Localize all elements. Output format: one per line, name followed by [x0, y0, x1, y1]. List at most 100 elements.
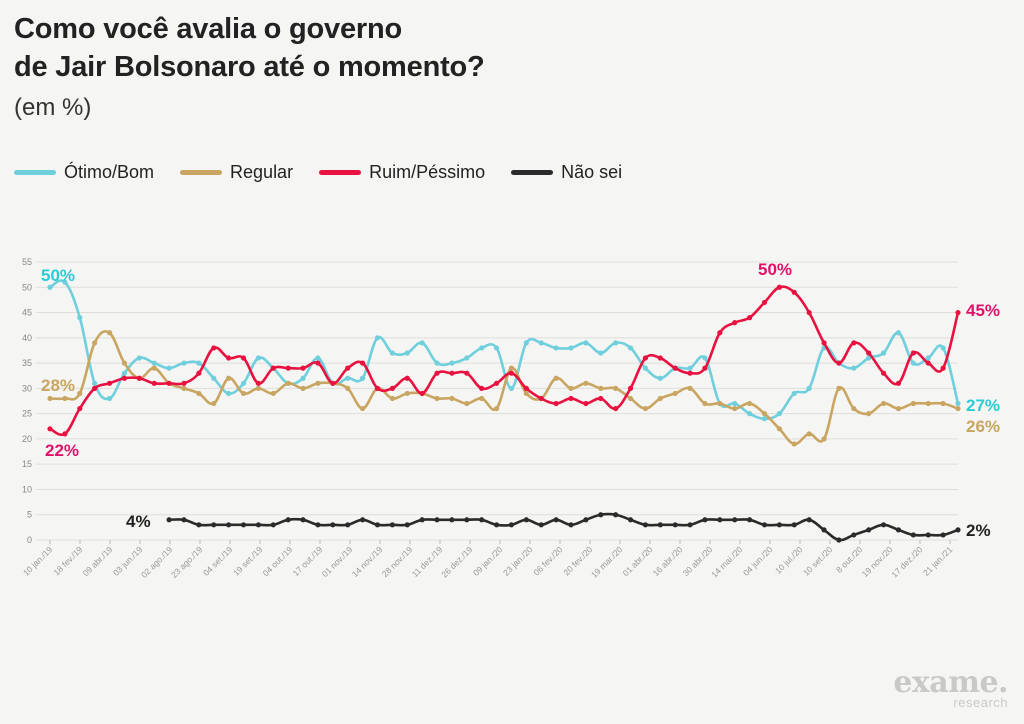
data-point-ruim-pessimo [732, 320, 738, 326]
data-point-ruim-pessimo [226, 355, 232, 361]
data-point-otimo-bom [940, 345, 946, 351]
data-point-regular [151, 365, 157, 371]
label-ruim-pessimo-peak: 50% [758, 260, 792, 279]
legend-swatch-otimo-bom [14, 169, 56, 175]
x-tick-label: 14 mai./20 [709, 544, 744, 579]
data-point-otimo-bom [389, 350, 395, 356]
data-point-otimo-bom [196, 360, 202, 366]
data-point-regular [92, 340, 98, 346]
data-point-otimo-bom [851, 365, 857, 371]
label-nao-sei-start: 4% [126, 512, 151, 531]
brand-sub: research [953, 695, 1008, 710]
label-ruim-pessimo-end: 45% [966, 301, 1000, 320]
data-point-otimo-bom [449, 360, 455, 366]
data-point-nao-sei [285, 517, 291, 523]
data-point-ruim-pessimo [851, 340, 857, 346]
data-point-nao-sei [315, 522, 321, 528]
data-point-ruim-pessimo [92, 385, 98, 391]
x-tick-label: 17 dez./20 [889, 544, 924, 579]
data-point-ruim-pessimo [747, 315, 753, 321]
data-point-nao-sei [479, 517, 485, 523]
data-point-otimo-bom [211, 375, 217, 381]
label-regular-start: 28% [41, 376, 75, 395]
data-point-ruim-pessimo [211, 345, 217, 351]
data-point-regular [508, 365, 515, 371]
data-point-regular [732, 405, 738, 412]
data-point-ruim-pessimo [166, 380, 172, 386]
x-tick-label: 19 set./19 [231, 544, 265, 578]
legend-swatch-regular [180, 169, 223, 175]
data-point-ruim-pessimo [508, 370, 515, 376]
data-point-ruim-pessimo [568, 395, 574, 402]
data-point-regular [687, 385, 693, 391]
data-point-regular [226, 375, 232, 381]
data-point-otimo-bom [404, 350, 410, 356]
x-tick-label: 01 nov./19 [320, 544, 355, 579]
data-point-regular [404, 390, 410, 397]
data-point-regular [181, 385, 187, 391]
data-point-nao-sei [657, 522, 663, 528]
data-point-nao-sei [374, 522, 381, 528]
data-point-regular [672, 390, 678, 397]
data-point-regular [598, 385, 604, 391]
x-tick-label: 04 jun./20 [741, 544, 775, 578]
data-point-regular [553, 375, 559, 381]
data-point-regular [702, 400, 708, 407]
data-point-ruim-pessimo [106, 380, 113, 386]
data-point-ruim-pessimo [672, 365, 678, 371]
data-point-regular [106, 330, 113, 336]
data-point-nao-sei [419, 517, 425, 523]
data-point-ruim-pessimo [598, 395, 604, 402]
data-point-ruim-pessimo [77, 405, 83, 412]
data-point-otimo-bom [866, 355, 872, 361]
data-point-regular [583, 380, 589, 386]
x-tick-label: 14 nov./19 [350, 544, 385, 579]
data-point-otimo-bom [181, 360, 187, 366]
data-point-nao-sei [330, 522, 336, 528]
data-point-regular [613, 385, 619, 391]
data-point-ruim-pessimo [62, 431, 68, 437]
data-point-nao-sei [508, 522, 515, 528]
data-point-otimo-bom [702, 355, 708, 361]
data-point-otimo-bom [151, 360, 157, 366]
data-point-nao-sei [880, 522, 887, 528]
data-point-otimo-bom [359, 375, 366, 381]
chart-title-line-2: de Jair Bolsonaro até o momento? [14, 51, 485, 83]
data-point-nao-sei [761, 522, 768, 528]
data-point-otimo-bom [121, 370, 128, 376]
x-tick-label: 04 out./19 [261, 544, 295, 578]
x-tick-label: 23 ago./19 [169, 544, 205, 580]
x-tick-label: 18 fev./19 [51, 544, 84, 577]
data-point-otimo-bom [434, 360, 440, 366]
data-point-ruim-pessimo [255, 380, 261, 386]
data-point-ruim-pessimo [880, 370, 887, 376]
chart-title-line-1: Como você avalia o governo [14, 13, 403, 45]
data-point-otimo-bom [791, 390, 797, 397]
x-tick-label: 02 ago./19 [139, 544, 175, 580]
data-point-otimo-bom [106, 395, 113, 402]
data-point-nao-sei [240, 522, 247, 528]
data-point-otimo-bom [479, 345, 485, 351]
x-tick-label: 19 mar./20 [589, 544, 625, 580]
data-point-otimo-bom [568, 345, 574, 351]
data-point-ruim-pessimo [479, 385, 485, 391]
data-point-nao-sei [389, 522, 395, 528]
data-point-ruim-pessimo [627, 385, 634, 391]
data-point-otimo-bom [464, 355, 470, 361]
y-tick-label-15: 15 [22, 459, 32, 469]
brand-name: exame. [893, 665, 1008, 700]
data-point-otimo-bom [806, 385, 812, 391]
data-point-regular [345, 385, 351, 391]
data-point-nao-sei [866, 527, 872, 533]
data-point-regular [761, 411, 768, 417]
data-point-nao-sei [464, 517, 470, 523]
data-point-regular [493, 405, 500, 412]
data-point-nao-sei [806, 517, 812, 523]
data-point-otimo-bom [166, 365, 172, 371]
data-point-nao-sei [583, 517, 589, 523]
data-point-otimo-bom [47, 284, 53, 290]
data-point-ruim-pessimo [419, 390, 425, 397]
data-point-regular [270, 390, 276, 397]
x-tick-label: 10 jan./19 [21, 544, 55, 578]
